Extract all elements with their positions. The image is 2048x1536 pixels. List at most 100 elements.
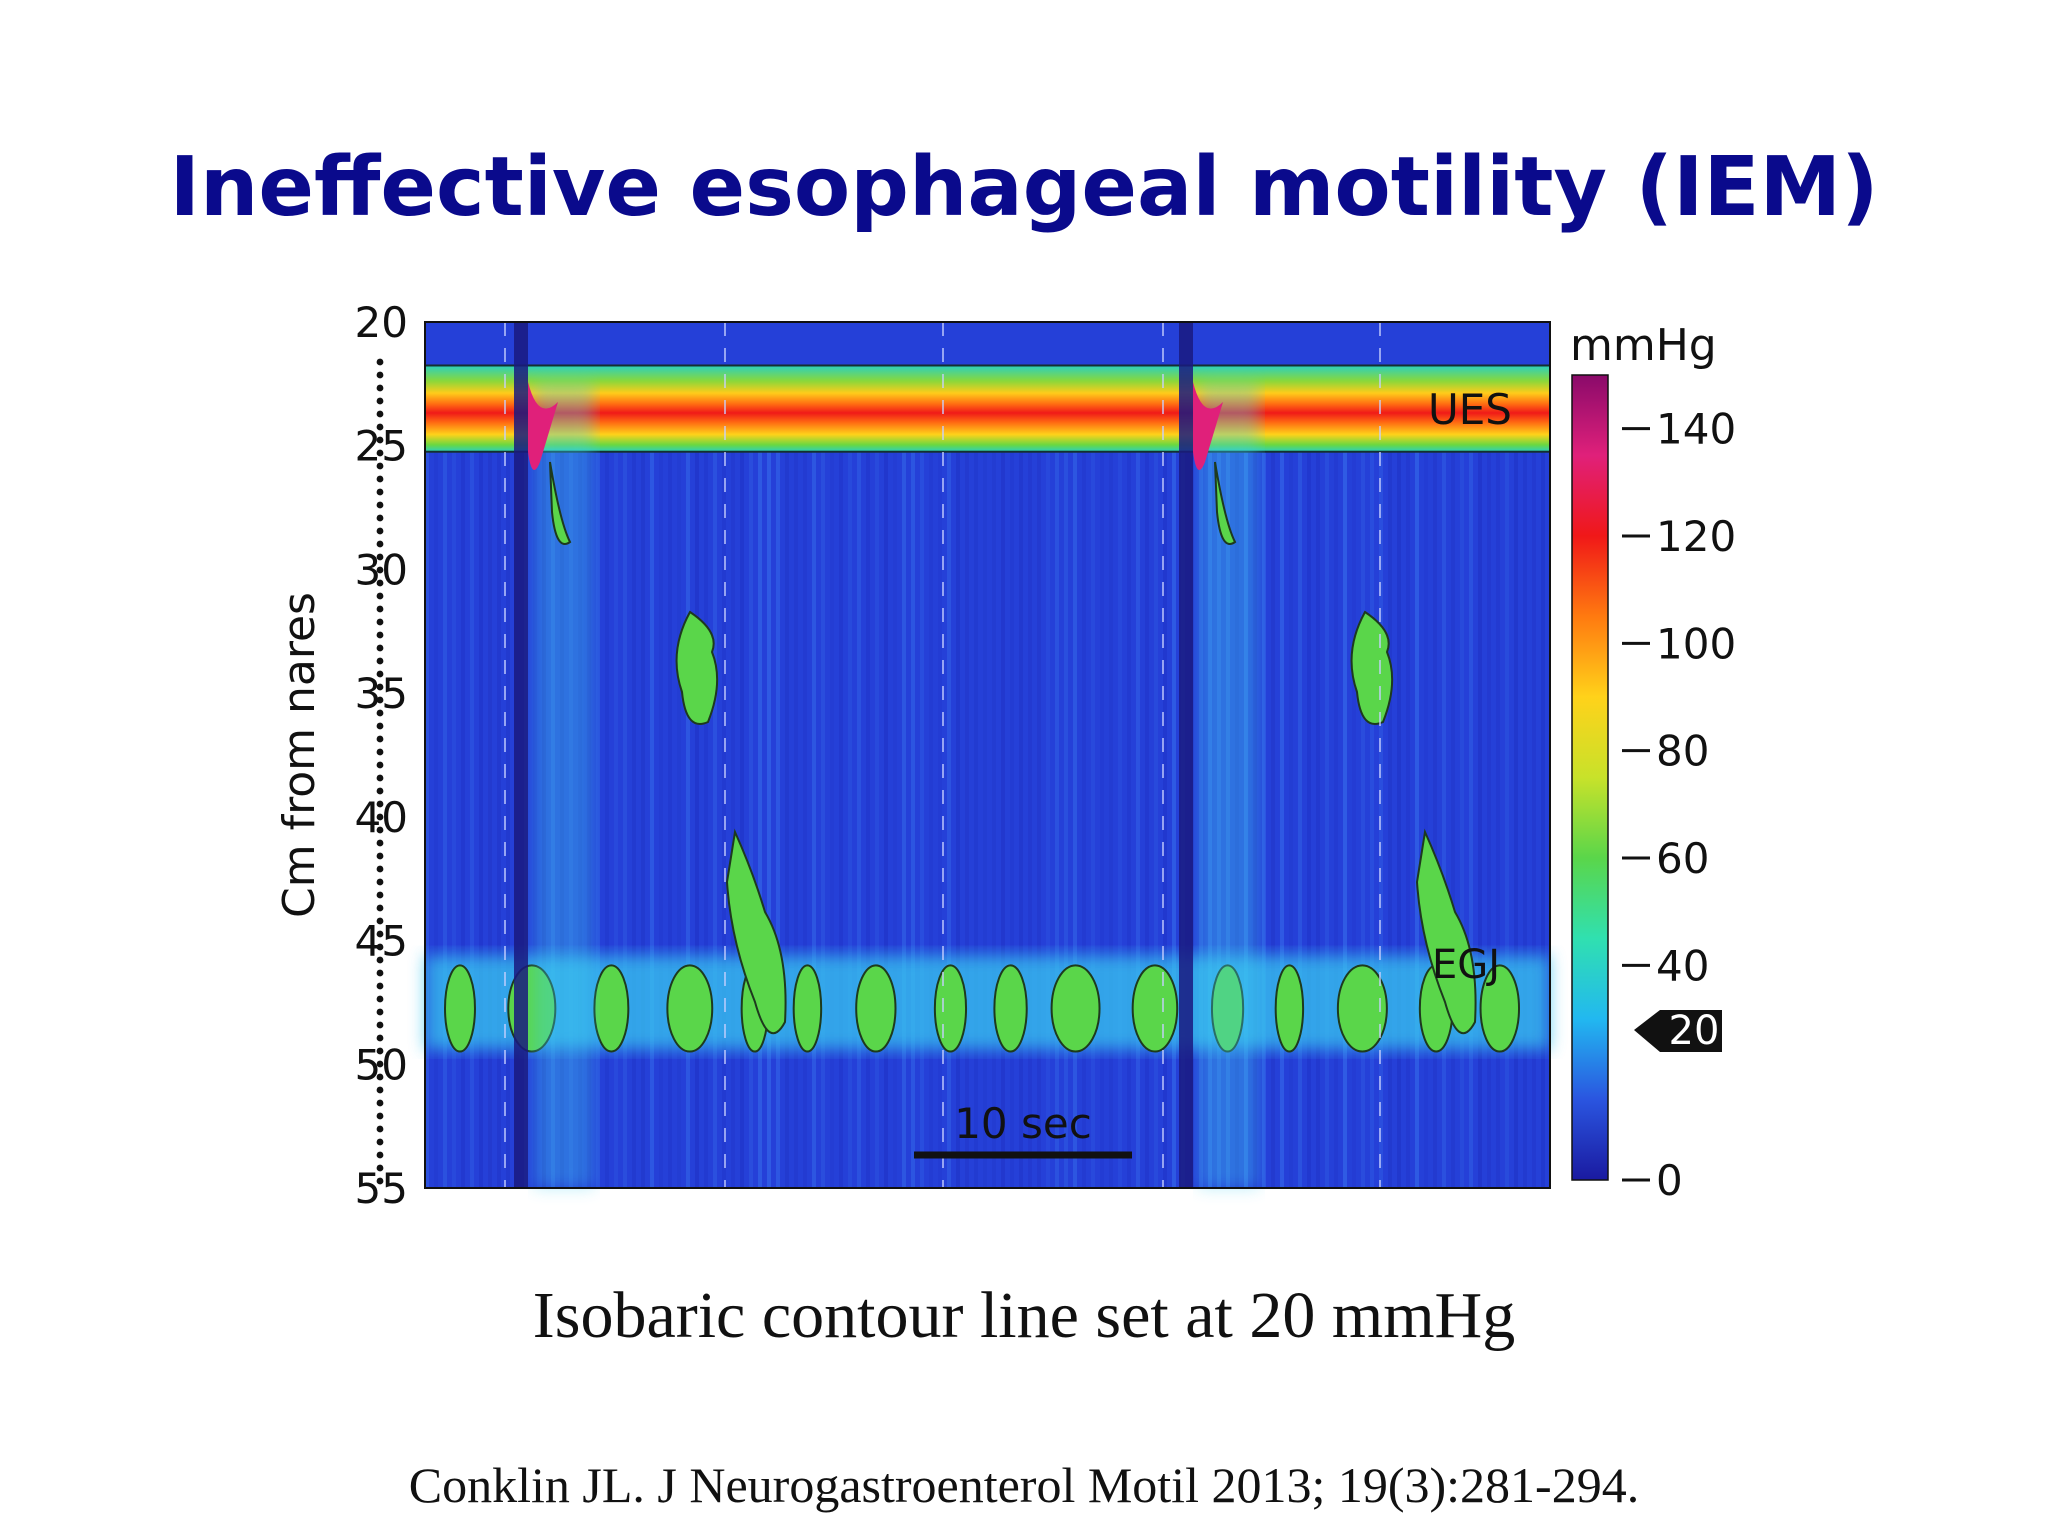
egj-blob (1131, 964, 1179, 1053)
colorbar-tick-label: 40 (1656, 941, 1709, 990)
streak (434, 382, 438, 1188)
sensor-dot (376, 540, 384, 548)
streak (605, 382, 609, 1188)
colorbar-tick-label: 140 (1656, 405, 1736, 454)
sensor-dot (376, 917, 384, 925)
egj-blob (1479, 964, 1521, 1053)
sensor-dot (376, 501, 384, 509)
sensor-dot (376, 358, 384, 366)
citation: Conklin JL. J Neurogastroenterol Motil 2… (408, 1457, 1640, 1513)
streak (1334, 382, 1338, 1188)
distal-contraction (1415, 828, 1477, 1035)
streak (857, 382, 861, 1188)
streak (821, 382, 825, 1188)
streak (974, 382, 978, 1188)
sensor-dot (376, 852, 384, 860)
sensor-dot (376, 748, 384, 756)
egj-blob (1050, 964, 1101, 1053)
sensor-dot (376, 488, 384, 496)
egj-blob (593, 964, 630, 1053)
sensor-dot (376, 462, 384, 470)
streak (623, 382, 627, 1188)
streak (794, 382, 798, 1188)
sensor-dot (376, 1112, 384, 1120)
streak (1280, 382, 1284, 1188)
colorbar (1571, 374, 1609, 1181)
sensor-dot (376, 592, 384, 600)
streak (983, 382, 987, 1188)
streak (758, 382, 762, 1188)
sensor-dot (376, 423, 384, 431)
mid-esophageal-contraction (1350, 610, 1394, 725)
sensor-dot (376, 657, 384, 665)
streak (1316, 382, 1320, 1188)
streak (1001, 382, 1005, 1188)
streak (1478, 382, 1482, 1188)
contour-marker: 20 (1634, 1008, 1722, 1054)
ues-relaxation-peak (528, 382, 558, 470)
sensor-dot (376, 475, 384, 483)
streak (1424, 382, 1428, 1188)
streak (659, 382, 663, 1188)
streak (1019, 382, 1023, 1188)
egj-blob (666, 964, 714, 1053)
streak (749, 382, 753, 1188)
ues-band (425, 365, 1550, 452)
streak (740, 382, 744, 1188)
sensor-dot (376, 865, 384, 873)
streak (1352, 382, 1356, 1188)
sensor-dot (376, 449, 384, 457)
sensor-dot (376, 1086, 384, 1094)
sensor-dot (376, 839, 384, 847)
sensor-dot (376, 969, 384, 977)
scale-bar-label: 10 sec (954, 1099, 1092, 1148)
sensor-dots (376, 358, 384, 1185)
streak (902, 382, 906, 1188)
streak (497, 382, 501, 1188)
streak (1388, 382, 1392, 1188)
sensor-dot (376, 683, 384, 691)
streak (1100, 382, 1104, 1188)
egj-blob (792, 964, 823, 1053)
sensor-dot (376, 397, 384, 405)
streak (965, 382, 969, 1188)
streak (1118, 382, 1122, 1188)
sensor-dot (376, 1138, 384, 1146)
streak (470, 382, 474, 1188)
streak (929, 382, 933, 1188)
streak (1037, 382, 1041, 1188)
egj-blob (1274, 964, 1305, 1053)
egj-blob (1336, 964, 1388, 1053)
streak (506, 382, 510, 1188)
streak (1406, 382, 1410, 1188)
sensor-dot (376, 722, 384, 730)
streak (884, 382, 888, 1188)
streak (614, 382, 618, 1188)
ues-label: UES (1428, 385, 1512, 434)
streak (1064, 382, 1068, 1188)
streak (1262, 382, 1266, 1188)
egj-blob (855, 964, 897, 1053)
streak (1370, 382, 1374, 1188)
sensor-dot (376, 1047, 384, 1055)
streak (1541, 382, 1545, 1188)
streak (1298, 382, 1302, 1188)
y-tick-label: 20 (355, 298, 408, 347)
streak (1127, 382, 1131, 1188)
streak (1532, 382, 1536, 1188)
streak (803, 382, 807, 1188)
sensor-dot (376, 709, 384, 717)
sensor-dot (376, 1021, 384, 1029)
streak (1415, 382, 1419, 1188)
sensor-dot (376, 904, 384, 912)
pressure-topography (424, 321, 1551, 1189)
streak (1271, 382, 1275, 1188)
sensor-dot (376, 761, 384, 769)
sensor-dot (376, 436, 384, 444)
streak (1343, 382, 1347, 1188)
sensor-dot (376, 618, 384, 626)
sensor-dot (376, 1034, 384, 1042)
colorbar-tick-label: 80 (1656, 727, 1709, 776)
streak (677, 382, 681, 1188)
egj-blob (444, 964, 476, 1053)
